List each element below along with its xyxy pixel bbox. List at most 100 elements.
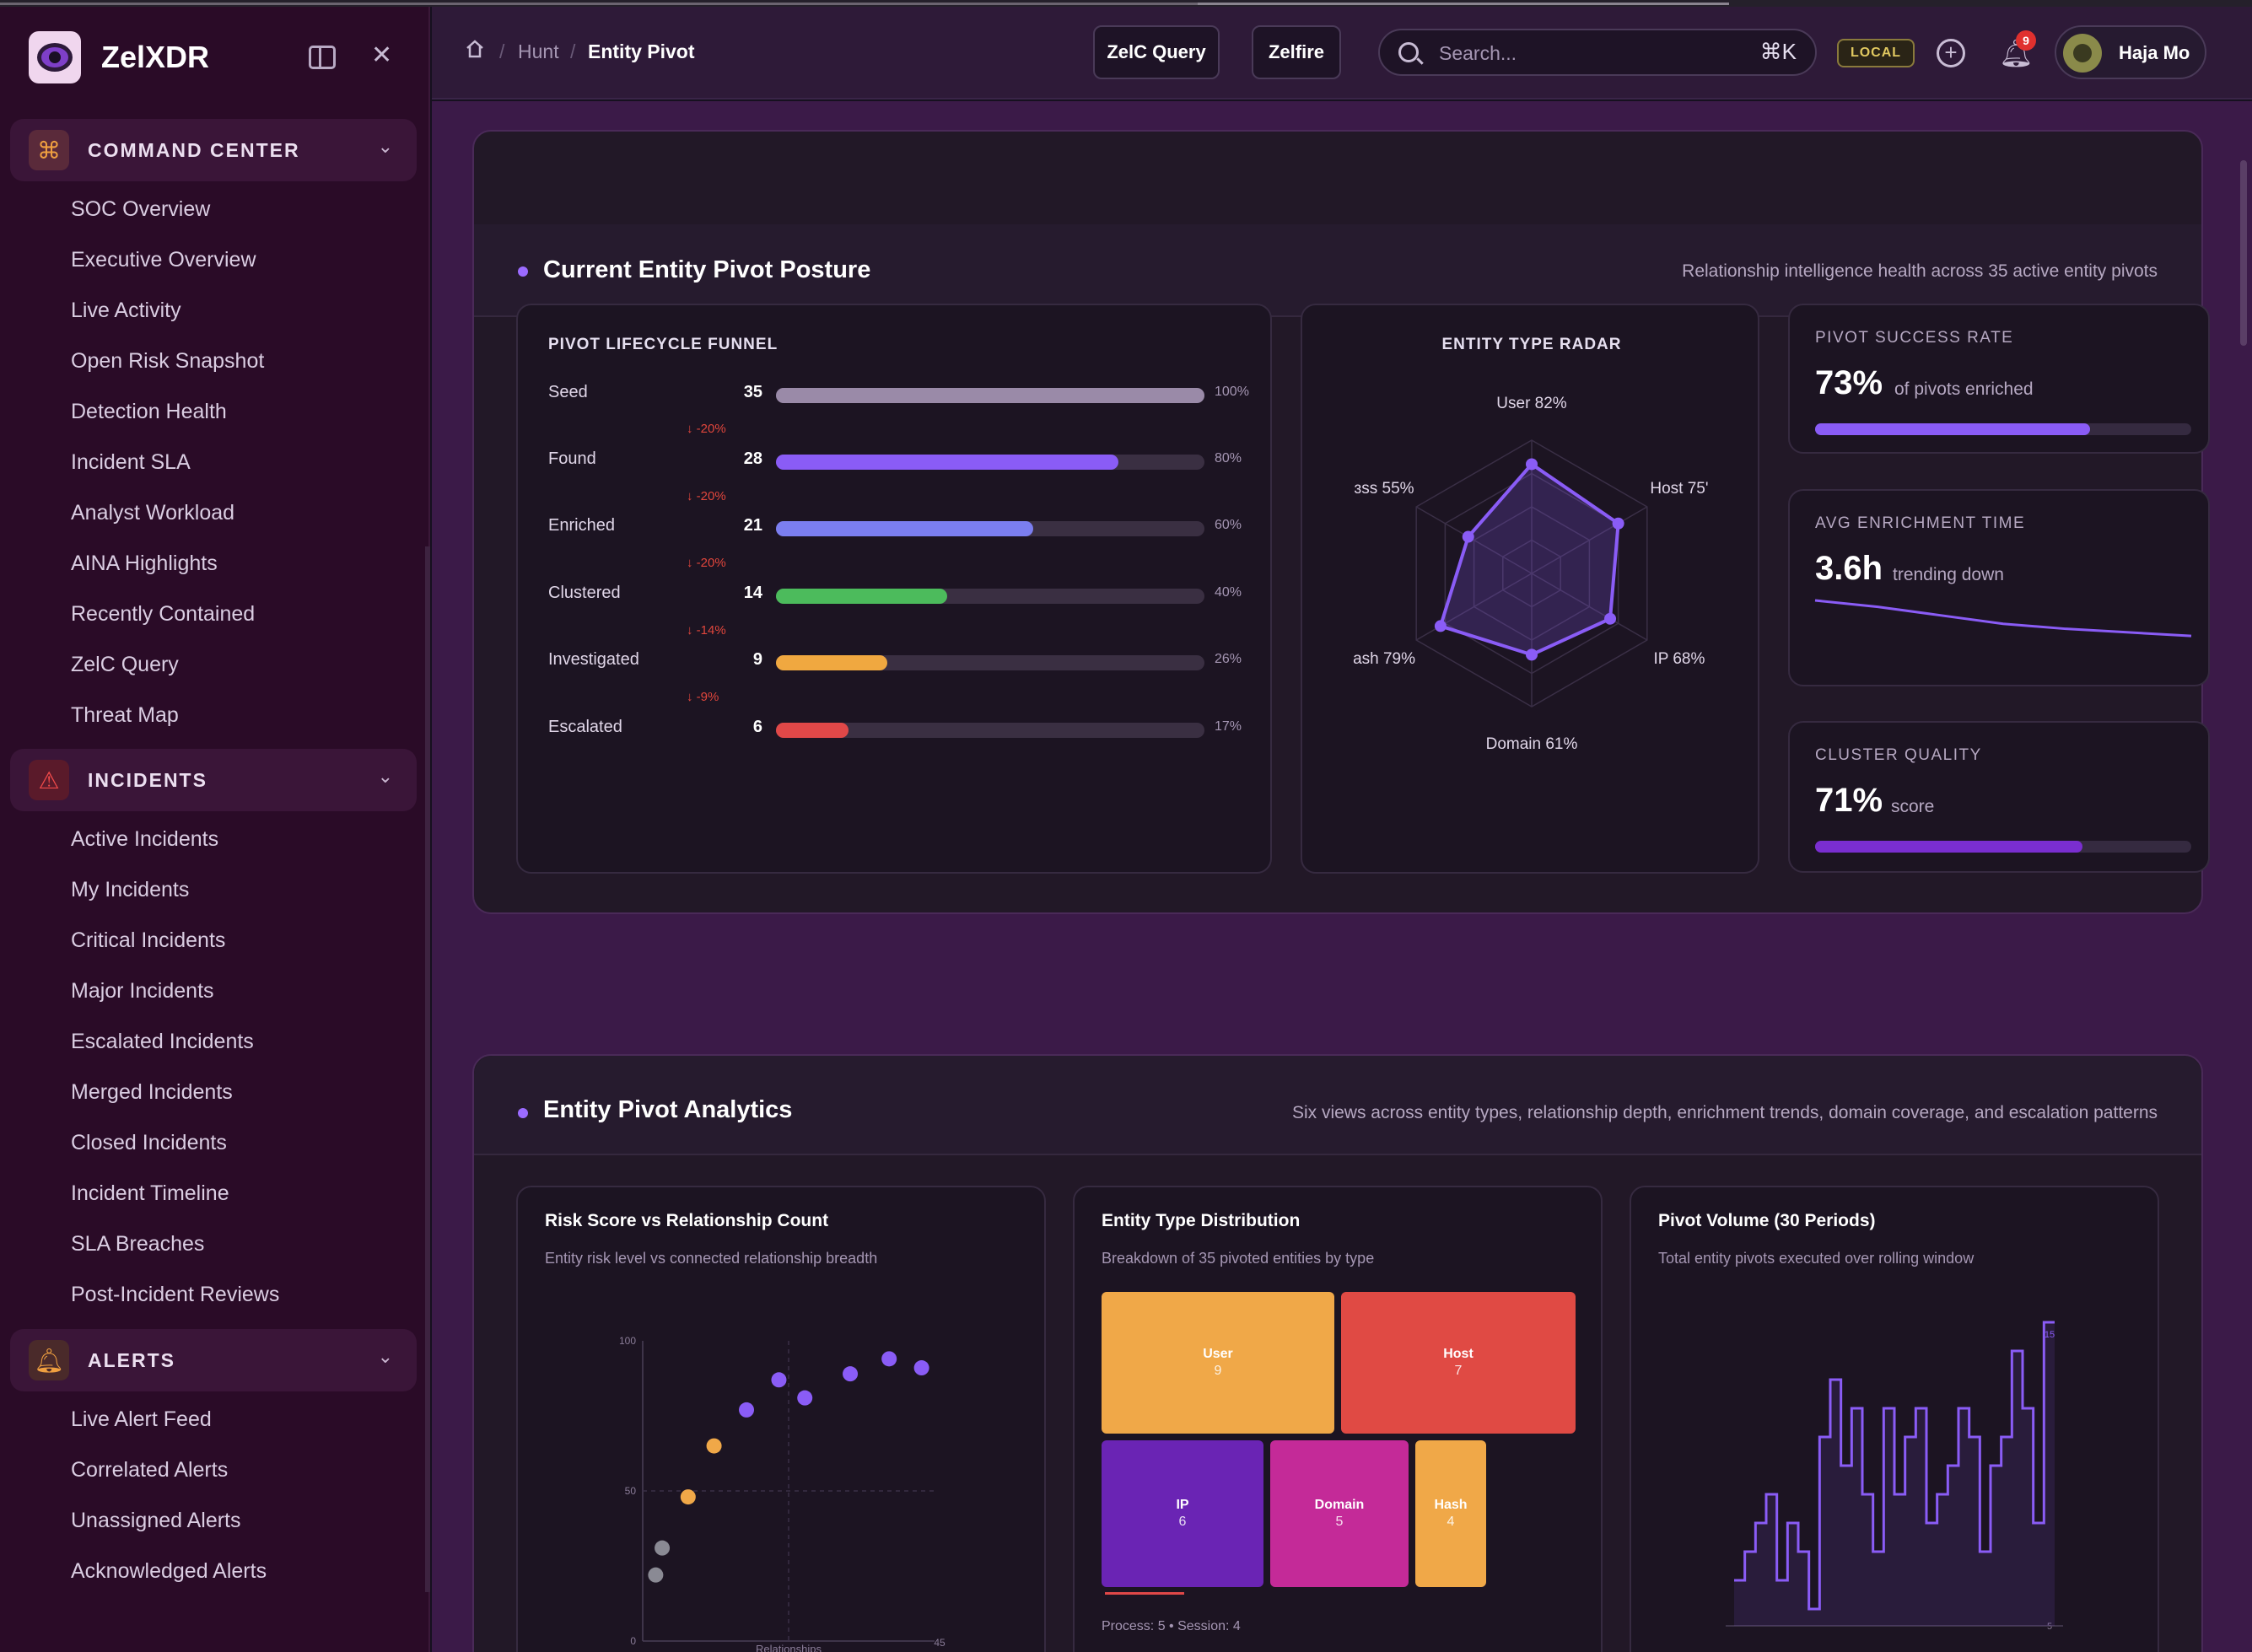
sidebar-item-unassigned-alerts[interactable]: Unassigned Alerts [71, 1509, 241, 1532]
radar-axis-label: Host 75' [1650, 480, 1708, 498]
treemap-subtitle: Breakdown of 35 pivoted entities by type [1102, 1250, 1375, 1267]
scatter-point [843, 1366, 859, 1382]
sidebar-item-open-risk-snapshot[interactable]: Open Risk Snapshot [71, 349, 265, 373]
cell-name: Hash [1434, 1498, 1468, 1512]
breadcrumb-separator: / [570, 40, 576, 62]
avatar [2063, 34, 2102, 73]
treemap-cell-hash[interactable]: Hash 4 [1415, 1440, 1486, 1587]
analytics-title: Entity Pivot Analytics [543, 1096, 793, 1123]
stage-pct: 60% [1215, 518, 1242, 532]
sidebar-toggle-icon[interactable] [309, 46, 336, 69]
main-scrollbar[interactable] [2240, 160, 2247, 346]
analytics-header: Entity Pivot Analytics Six views across … [474, 1056, 2201, 1155]
sidebar-item-threat-map[interactable]: Threat Map [71, 703, 179, 727]
cell-value: 7 [1454, 1364, 1463, 1378]
treemap-cell-host[interactable]: Host 7 [1341, 1292, 1576, 1434]
chevron-down-icon: ⌄ [377, 136, 393, 157]
sidebar-item-acknowledged-alerts[interactable]: Acknowledged Alerts [71, 1559, 267, 1583]
kpi-label: AVG ENRICHMENT TIME [1815, 514, 2026, 532]
search-input[interactable]: Search... ⌘K [1378, 29, 1817, 76]
section-dot [518, 266, 528, 277]
treemap-cell-user[interactable]: User 9 [1102, 1292, 1334, 1434]
group-command-center[interactable]: ⌘ COMMAND CENTER ⌄ [10, 119, 417, 181]
kpi-label: PIVOT SUCCESS RATE [1815, 329, 2014, 347]
sidebar-item-live-alert-feed[interactable]: Live Alert Feed [71, 1407, 212, 1431]
x-tick-end: 45 [934, 1637, 946, 1649]
kpi-value: 71% [1815, 782, 1883, 819]
group-label: INCIDENTS [88, 768, 207, 791]
kpi-sub: score [1891, 797, 1935, 816]
sidebar-scrollbar[interactable] [425, 546, 430, 1592]
sidebar-item-aina-highlights[interactable]: AINA Highlights [71, 552, 218, 575]
sidebar: ZelXDR ✕ ⌘ COMMAND CENTER ⌄ SOC Overview… [0, 7, 430, 1652]
sidebar-item-incident-sla[interactable]: Incident SLA [71, 450, 191, 474]
stage-track [776, 589, 1204, 604]
sidebar-item-detection-health[interactable]: Detection Health [71, 400, 227, 423]
sidebar-item-correlated-alerts[interactable]: Correlated Alerts [71, 1458, 229, 1482]
group-incidents[interactable]: ⚠ INCIDENTS ⌄ [10, 749, 417, 811]
stage-count: 28 [743, 449, 762, 468]
sidebar-item-live-activity[interactable]: Live Activity [71, 299, 181, 322]
sidebar-item-analyst-workload[interactable]: Analyst Workload [71, 501, 235, 525]
stage-track [776, 521, 1204, 536]
zelfire-button[interactable]: Zelfire [1252, 25, 1341, 79]
radar-title: ENTITY TYPE RADAR [1441, 336, 1622, 353]
kpi-sub: of pivots enriched [1894, 379, 2034, 399]
sidebar-item-soc-overview[interactable]: SOC Overview [71, 197, 211, 221]
radar-axis-label: User 82% [1496, 395, 1567, 412]
y-tick-50: 50 [625, 1485, 637, 1497]
sidebar-item-major-incidents[interactable]: Major Incidents [71, 979, 214, 1003]
funnel-stage: Found 28 80% [548, 449, 1242, 475]
sidebar-item-my-incidents[interactable]: My Incidents [71, 878, 190, 901]
strip-segment-active [1198, 3, 1729, 5]
volume-line [1734, 1321, 2055, 1611]
stage-pct: 26% [1215, 652, 1242, 666]
sidebar-item-closed-incidents[interactable]: Closed Incidents [71, 1131, 227, 1154]
sidebar-item-executive-overview[interactable]: Executive Overview [71, 248, 256, 272]
radar-axis-label: ɜss 55% [1355, 480, 1414, 498]
treemap-cell-domain[interactable]: Domain 5 [1270, 1440, 1409, 1587]
kpi-progress-fill [1815, 841, 2082, 853]
scatter-title: Risk Score vs Relationship Count [545, 1211, 829, 1230]
user-name: Haja Mo [2119, 42, 2190, 63]
eye-logo-icon [29, 31, 81, 83]
brand[interactable]: ZelXDR [29, 27, 209, 88]
kpi-progress-fill [1815, 423, 2090, 435]
home-icon[interactable] [466, 39, 484, 59]
sidebar-item-recently-contained[interactable]: Recently Contained [71, 602, 256, 626]
sidebar-item-post-incident-reviews[interactable]: Post-Incident Reviews [71, 1283, 280, 1306]
command-icon: ⌘ [29, 130, 69, 170]
treemap-underline [1105, 1592, 1184, 1595]
sidebar-item-zelc-query[interactable]: ZelC Query [71, 653, 179, 676]
breadcrumb-hunt[interactable]: Hunt [518, 40, 559, 62]
stage-track [776, 723, 1204, 738]
stage-bar [776, 521, 1033, 536]
section-dot [518, 1108, 528, 1118]
sidebar-item-escalated-incidents[interactable]: Escalated Incidents [71, 1030, 254, 1053]
radar-point [1526, 648, 1538, 661]
kpi-cluster-quality: CLUSTER QUALITY 71% score [1788, 721, 2210, 873]
stage-drop: ↓ -20% [687, 556, 726, 570]
radar-series-area [1438, 461, 1620, 657]
group-label: ALERTS [88, 1348, 175, 1371]
stage-count: 9 [752, 650, 762, 669]
sidebar-item-merged-incidents[interactable]: Merged Incidents [71, 1080, 233, 1104]
sidebar-item-incident-timeline[interactable]: Incident Timeline [71, 1181, 229, 1205]
sidebar-item-sla-breaches[interactable]: SLA Breaches [71, 1232, 205, 1256]
sidebar-item-critical-incidents[interactable]: Critical Incidents [71, 928, 226, 952]
stage-drop: ↓ -20% [687, 422, 726, 436]
bell-icon: 🔔︎ [29, 1340, 69, 1380]
group-alerts[interactable]: 🔔︎ ALERTS ⌄ [10, 1329, 417, 1391]
cell-value: 4 [1447, 1515, 1455, 1529]
chevron-down-icon: ⌄ [377, 1346, 393, 1367]
user-menu[interactable]: Haja Mo [2055, 25, 2206, 79]
cell-name: IP [1176, 1498, 1189, 1512]
treemap-title: Entity Type Distribution [1102, 1211, 1301, 1230]
add-icon[interactable]: + [1937, 39, 1965, 67]
stage-pct: 100% [1215, 385, 1249, 399]
collapse-icon[interactable]: ✕ [371, 41, 393, 69]
treemap-cell-ip[interactable]: IP 6 [1102, 1440, 1263, 1587]
zelc-query-button[interactable]: ZelC Query [1093, 25, 1220, 79]
sidebar-item-active-incidents[interactable]: Active Incidents [71, 827, 219, 851]
